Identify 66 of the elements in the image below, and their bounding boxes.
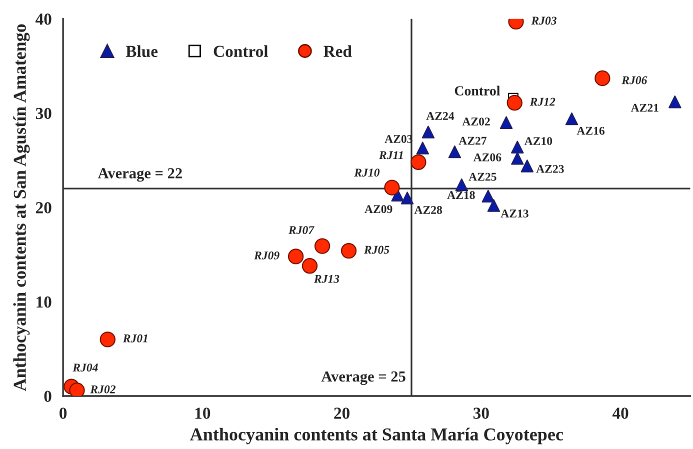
legend-label: Control (214, 45, 268, 58)
y-tick-label: 40 (36, 14, 52, 25)
annotation: RJ06 (622, 76, 648, 84)
annotation: AZ06 (473, 153, 502, 162)
x-tick-label: 20 (334, 408, 350, 419)
point (69, 382, 85, 396)
annotation: RJ03 (531, 16, 556, 25)
annotation: RJ01 (122, 334, 148, 342)
annotation: AZ28 (414, 206, 442, 214)
annotation: AZ23 (536, 164, 564, 173)
point (448, 145, 462, 158)
annotation: AZ13 (500, 210, 528, 218)
y-tick-label: 0 (44, 390, 52, 402)
point (565, 112, 578, 126)
point (340, 242, 357, 259)
x-tick-label: 30 (473, 408, 489, 419)
point (487, 199, 500, 212)
point (410, 154, 426, 170)
annotation: RJ04 (72, 364, 98, 372)
point (594, 70, 610, 86)
annotation: AZ24 (426, 112, 454, 120)
annotation: AZ02 (462, 118, 490, 126)
annotation: RJ05 (364, 246, 390, 254)
annotation: RJ12 (530, 98, 556, 106)
y-tick-label: 10 (36, 296, 52, 308)
annotation: AZ18 (447, 191, 475, 200)
point (302, 258, 318, 274)
annotation: RJ10 (354, 168, 380, 177)
point (314, 238, 330, 254)
legend-label: Red (324, 45, 352, 58)
y-axis-title: Anthocyanin contents at San Agustín Amatengo (13, 24, 30, 392)
x-tick-label: 40 (612, 408, 628, 419)
annotation: Control (454, 86, 500, 96)
y-tick-label: 30 (36, 108, 52, 120)
point (506, 94, 522, 111)
annotation: AZ16 (576, 126, 605, 135)
annotation: AZ27 (458, 136, 487, 145)
legend-label: Blue (126, 45, 158, 58)
point (384, 180, 400, 196)
point (400, 192, 414, 204)
point (520, 160, 534, 172)
point (422, 126, 435, 138)
y-tick-label: 20 (36, 202, 52, 214)
annotation: AZ10 (524, 137, 552, 146)
annotation: RJ02 (90, 385, 116, 394)
x-tick-label: 10 (195, 408, 210, 419)
x-tick-label: 0 (60, 408, 67, 419)
point (482, 190, 495, 202)
annotation: AZ21 (630, 104, 658, 112)
annotation: RJ09 (254, 251, 280, 260)
point (416, 142, 430, 154)
point (455, 178, 468, 192)
ref-line-label: Average = 22 (98, 168, 182, 182)
point (511, 152, 524, 165)
point (288, 248, 304, 264)
annotation: RJ11 (378, 151, 403, 160)
annotation: AZ25 (468, 172, 496, 181)
point (100, 332, 116, 348)
annotation: RJ13 (314, 274, 340, 283)
point (668, 95, 682, 108)
annotation: AZ09 (364, 205, 392, 214)
point (500, 116, 513, 129)
annotation: RJ07 (288, 226, 314, 234)
point (511, 140, 524, 154)
ref-line-label: Average = 25 (321, 371, 406, 385)
x-axis-title: Anthocyanin contents at Santa María Coyotepec (190, 428, 564, 444)
